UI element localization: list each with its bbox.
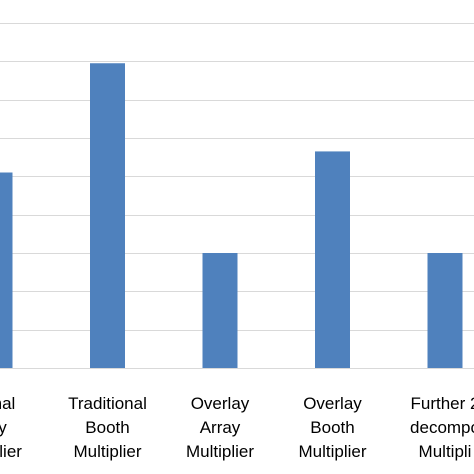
x-tick-label: Overlay xyxy=(191,394,250,413)
x-tick-label: Multipli xyxy=(419,442,472,461)
bar xyxy=(427,253,463,368)
x-tick-label: Multiplier xyxy=(298,442,366,461)
x-tick-label: ultiplier xyxy=(0,442,22,461)
gridlines xyxy=(0,23,474,369)
x-tick-label: Traditional xyxy=(68,394,147,413)
x-tick-label: decompo xyxy=(410,418,474,437)
bar xyxy=(202,253,238,368)
x-tick-label: Further 2 xyxy=(411,394,474,413)
bars xyxy=(0,63,463,368)
category-labels: tional ray ultiplier Traditional Booth Multip… xyxy=(0,394,474,461)
x-tick-label: Multiplier xyxy=(73,442,141,461)
x-tick-label: Multiplier xyxy=(186,442,254,461)
x-tick-label: Array xyxy=(200,418,241,437)
x-tick-label: Overlay xyxy=(303,394,362,413)
x-tick-label: tional xyxy=(0,394,15,413)
bar xyxy=(90,63,125,368)
x-tick-label: Booth xyxy=(85,418,129,437)
x-tick-label: ray xyxy=(0,418,7,437)
x-tick-label: Booth xyxy=(310,418,354,437)
bar xyxy=(315,151,350,368)
bar xyxy=(0,172,13,368)
